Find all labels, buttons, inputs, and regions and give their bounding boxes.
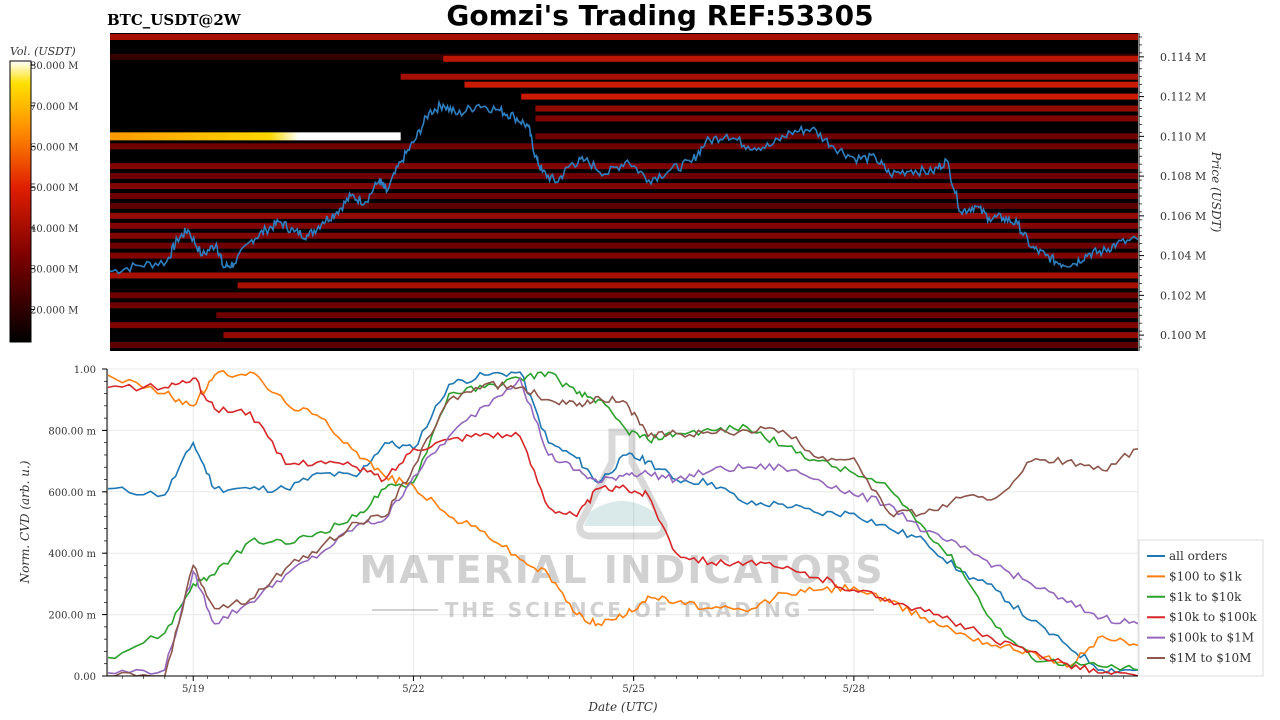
legend-entry-label: $100 to $1k bbox=[1169, 569, 1242, 583]
colorbar-tick-label: 50.000 M bbox=[30, 183, 78, 194]
colorbar-tick-label: 40.000 M bbox=[30, 224, 78, 235]
heatmap-band bbox=[521, 93, 1138, 100]
cvd-plot-area bbox=[107, 368, 1139, 677]
watermark: MATERIAL INDICATORS THE SCIENCE OF TRADI… bbox=[359, 428, 884, 622]
cvd-x-tick-label: 5/25 bbox=[622, 684, 644, 695]
heatmap-band bbox=[110, 33, 1138, 40]
colorbar bbox=[9, 60, 32, 343]
cvd-series-line bbox=[108, 377, 1138, 676]
cvd-y-axis-ticks: 1.00 800.00 m 600.00 m 400.00 m 200.00 m 0.00 bbox=[48, 365, 107, 683]
heatmap-band bbox=[400, 73, 1138, 80]
cvd-y-tick-label: 0.00 bbox=[74, 672, 96, 683]
legend-entry-label: $1M to $10M bbox=[1169, 651, 1251, 665]
legend-box bbox=[1138, 539, 1264, 677]
price-line bbox=[110, 99, 1138, 275]
flask-icon bbox=[576, 428, 668, 540]
heatmap-band bbox=[443, 55, 1138, 62]
cvd-series-line bbox=[108, 371, 1138, 674]
price-tick-label: 0.110 M bbox=[1160, 130, 1206, 143]
cvd-y-tick-label: 200.00 m bbox=[48, 611, 96, 622]
heatmap-band bbox=[110, 173, 1138, 180]
price-tick-label: 0.106 M bbox=[1160, 210, 1206, 223]
heatmap-band bbox=[464, 81, 1138, 88]
price-tick-label: 0.102 M bbox=[1160, 289, 1206, 302]
heatmap-band bbox=[535, 133, 1138, 140]
cvd-series-line bbox=[108, 376, 1138, 675]
heatmap-band bbox=[110, 202, 1138, 209]
legend-entry-label: $1k to $10k bbox=[1169, 590, 1242, 604]
cvd-y-tick-label: 400.00 m bbox=[48, 549, 96, 560]
legend: all orders $100 to $1k $1k to $10k $10k to … bbox=[1138, 539, 1264, 677]
cvd-series-line bbox=[108, 371, 1138, 672]
chart-title: Gomzi's Trading REF:53305 bbox=[446, 0, 873, 32]
price-axis-label: Price (USDT) bbox=[1209, 151, 1223, 233]
heatmap-band bbox=[110, 242, 1138, 249]
symbol-label: BTC_USDT@2W bbox=[107, 11, 242, 29]
cvd-x-tick-label: 5/22 bbox=[402, 684, 424, 695]
heatmap-band bbox=[237, 282, 1138, 289]
heatmap-band bbox=[110, 272, 1138, 279]
price-tick-label: 0.112 M bbox=[1160, 91, 1206, 104]
heatmap-band bbox=[535, 115, 1138, 122]
heatmap-band bbox=[110, 232, 1138, 239]
legend-entry-label: all orders bbox=[1169, 549, 1227, 563]
colorbar-tick-label: 30.000 M bbox=[30, 265, 78, 276]
price-axis-ticks: 0.114 M 0.112 M 0.110 M 0.108 M 0.106 M 0.104… bbox=[1139, 36, 1206, 348]
price-tick-label: 0.108 M bbox=[1160, 170, 1206, 183]
heatmap-band bbox=[110, 132, 401, 141]
colorbar-ticks: 80.000 M 70.000 M 60.000 M 50.000 M 40.000 M… bbox=[30, 61, 78, 316]
heatmap-band bbox=[216, 312, 1138, 319]
heatmap-band bbox=[110, 302, 1138, 309]
cvd-series-line bbox=[108, 369, 1138, 668]
price-tick-label: 0.100 M bbox=[1160, 329, 1206, 342]
cvd-y-tick-label: 1.00 bbox=[74, 365, 96, 376]
heatmap-band bbox=[110, 192, 1138, 199]
cvd-x-tick-label: 5/28 bbox=[843, 684, 865, 695]
cvd-y-tick-label: 800.00 m bbox=[48, 426, 96, 437]
colorbar-tick-label: 80.000 M bbox=[30, 61, 78, 72]
cvd-panel: MATERIAL INDICATORS THE SCIENCE OF TRADI… bbox=[107, 368, 1139, 677]
heatmap-band bbox=[110, 292, 1138, 299]
heatmap-band bbox=[110, 212, 1138, 219]
cvd-x-axis-label: Date (UTC) bbox=[587, 700, 657, 714]
colorbar-tick-label: 70.000 M bbox=[30, 102, 78, 113]
cvd-y-axis-label: Norm. CVD (arb. u.) bbox=[18, 460, 32, 584]
cvd-series-line bbox=[108, 380, 1138, 676]
price-tick-label: 0.104 M bbox=[1160, 250, 1206, 263]
heatmap-band bbox=[110, 322, 1138, 329]
cvd-x-axis-ticks: 5/19 5/22 5/25 5/28 bbox=[121, 676, 1125, 695]
heatmap-band bbox=[110, 222, 1138, 229]
heatmap-band bbox=[110, 252, 1138, 259]
heatmap-band bbox=[110, 342, 1138, 349]
colorbar-tick-label: 20.000 M bbox=[30, 305, 78, 316]
legend-entry-label: $10k to $100k bbox=[1169, 610, 1257, 624]
heatmap-band bbox=[110, 143, 1138, 150]
cvd-y-tick-label: 600.00 m bbox=[48, 488, 96, 499]
cvd-x-tick-label: 5/19 bbox=[182, 684, 204, 695]
price-tick-label: 0.114 M bbox=[1160, 51, 1206, 64]
heatmap-band bbox=[535, 105, 1138, 112]
colorbar-label: Vol. (USDT) bbox=[10, 45, 76, 58]
colorbar-tick-label: 60.000 M bbox=[30, 143, 78, 154]
heatmap-band bbox=[223, 332, 1138, 339]
heatmap-band bbox=[110, 183, 1138, 190]
heatmap-panel bbox=[110, 33, 1138, 351]
watermark-title: MATERIAL INDICATORS bbox=[359, 548, 884, 592]
legend-entry-label: $100k to $1M bbox=[1169, 631, 1254, 645]
